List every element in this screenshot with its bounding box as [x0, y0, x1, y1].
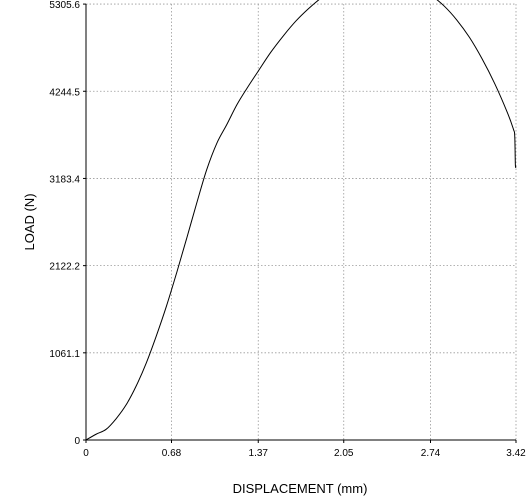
y-axis-title: LOAD (N) [22, 193, 37, 250]
y-tick-label: 4244.5 [49, 87, 80, 98]
y-tick-label: 2122.2 [49, 262, 80, 273]
grid-lines [86, 3, 517, 440]
x-tick-label: 2.74 [421, 448, 441, 459]
y-tick-label: 1061.1 [49, 349, 80, 360]
axis-ticks: 0 0.68 1.37 2.05 2.74 3.42 0 1061.1 2122.2 3183.4… [49, 0, 526, 459]
curve-layer [85, 0, 517, 441]
y-tick-label: 5305.6 [49, 0, 80, 11]
x-tick-label: 0.68 [162, 448, 182, 459]
x-tick-label: 1.37 [249, 448, 269, 459]
load-curve [85, 0, 517, 441]
y-tick-label: 0 [74, 436, 80, 447]
x-tick-label: 0 [83, 448, 89, 459]
x-tick-label: 3.42 [506, 448, 526, 459]
x-tick-label: 2.05 [334, 448, 354, 459]
x-axis-title: DISPLACEMENT (mm) [233, 481, 368, 496]
y-tick-label: 3183.4 [49, 174, 80, 185]
